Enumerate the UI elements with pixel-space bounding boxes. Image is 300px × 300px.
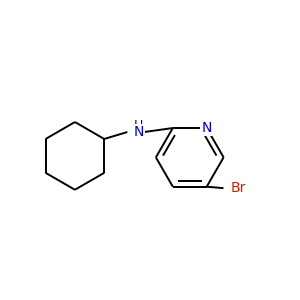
Text: N: N — [133, 125, 144, 139]
Text: Br: Br — [231, 181, 247, 195]
Text: N: N — [202, 121, 212, 135]
Text: H: H — [134, 119, 143, 132]
